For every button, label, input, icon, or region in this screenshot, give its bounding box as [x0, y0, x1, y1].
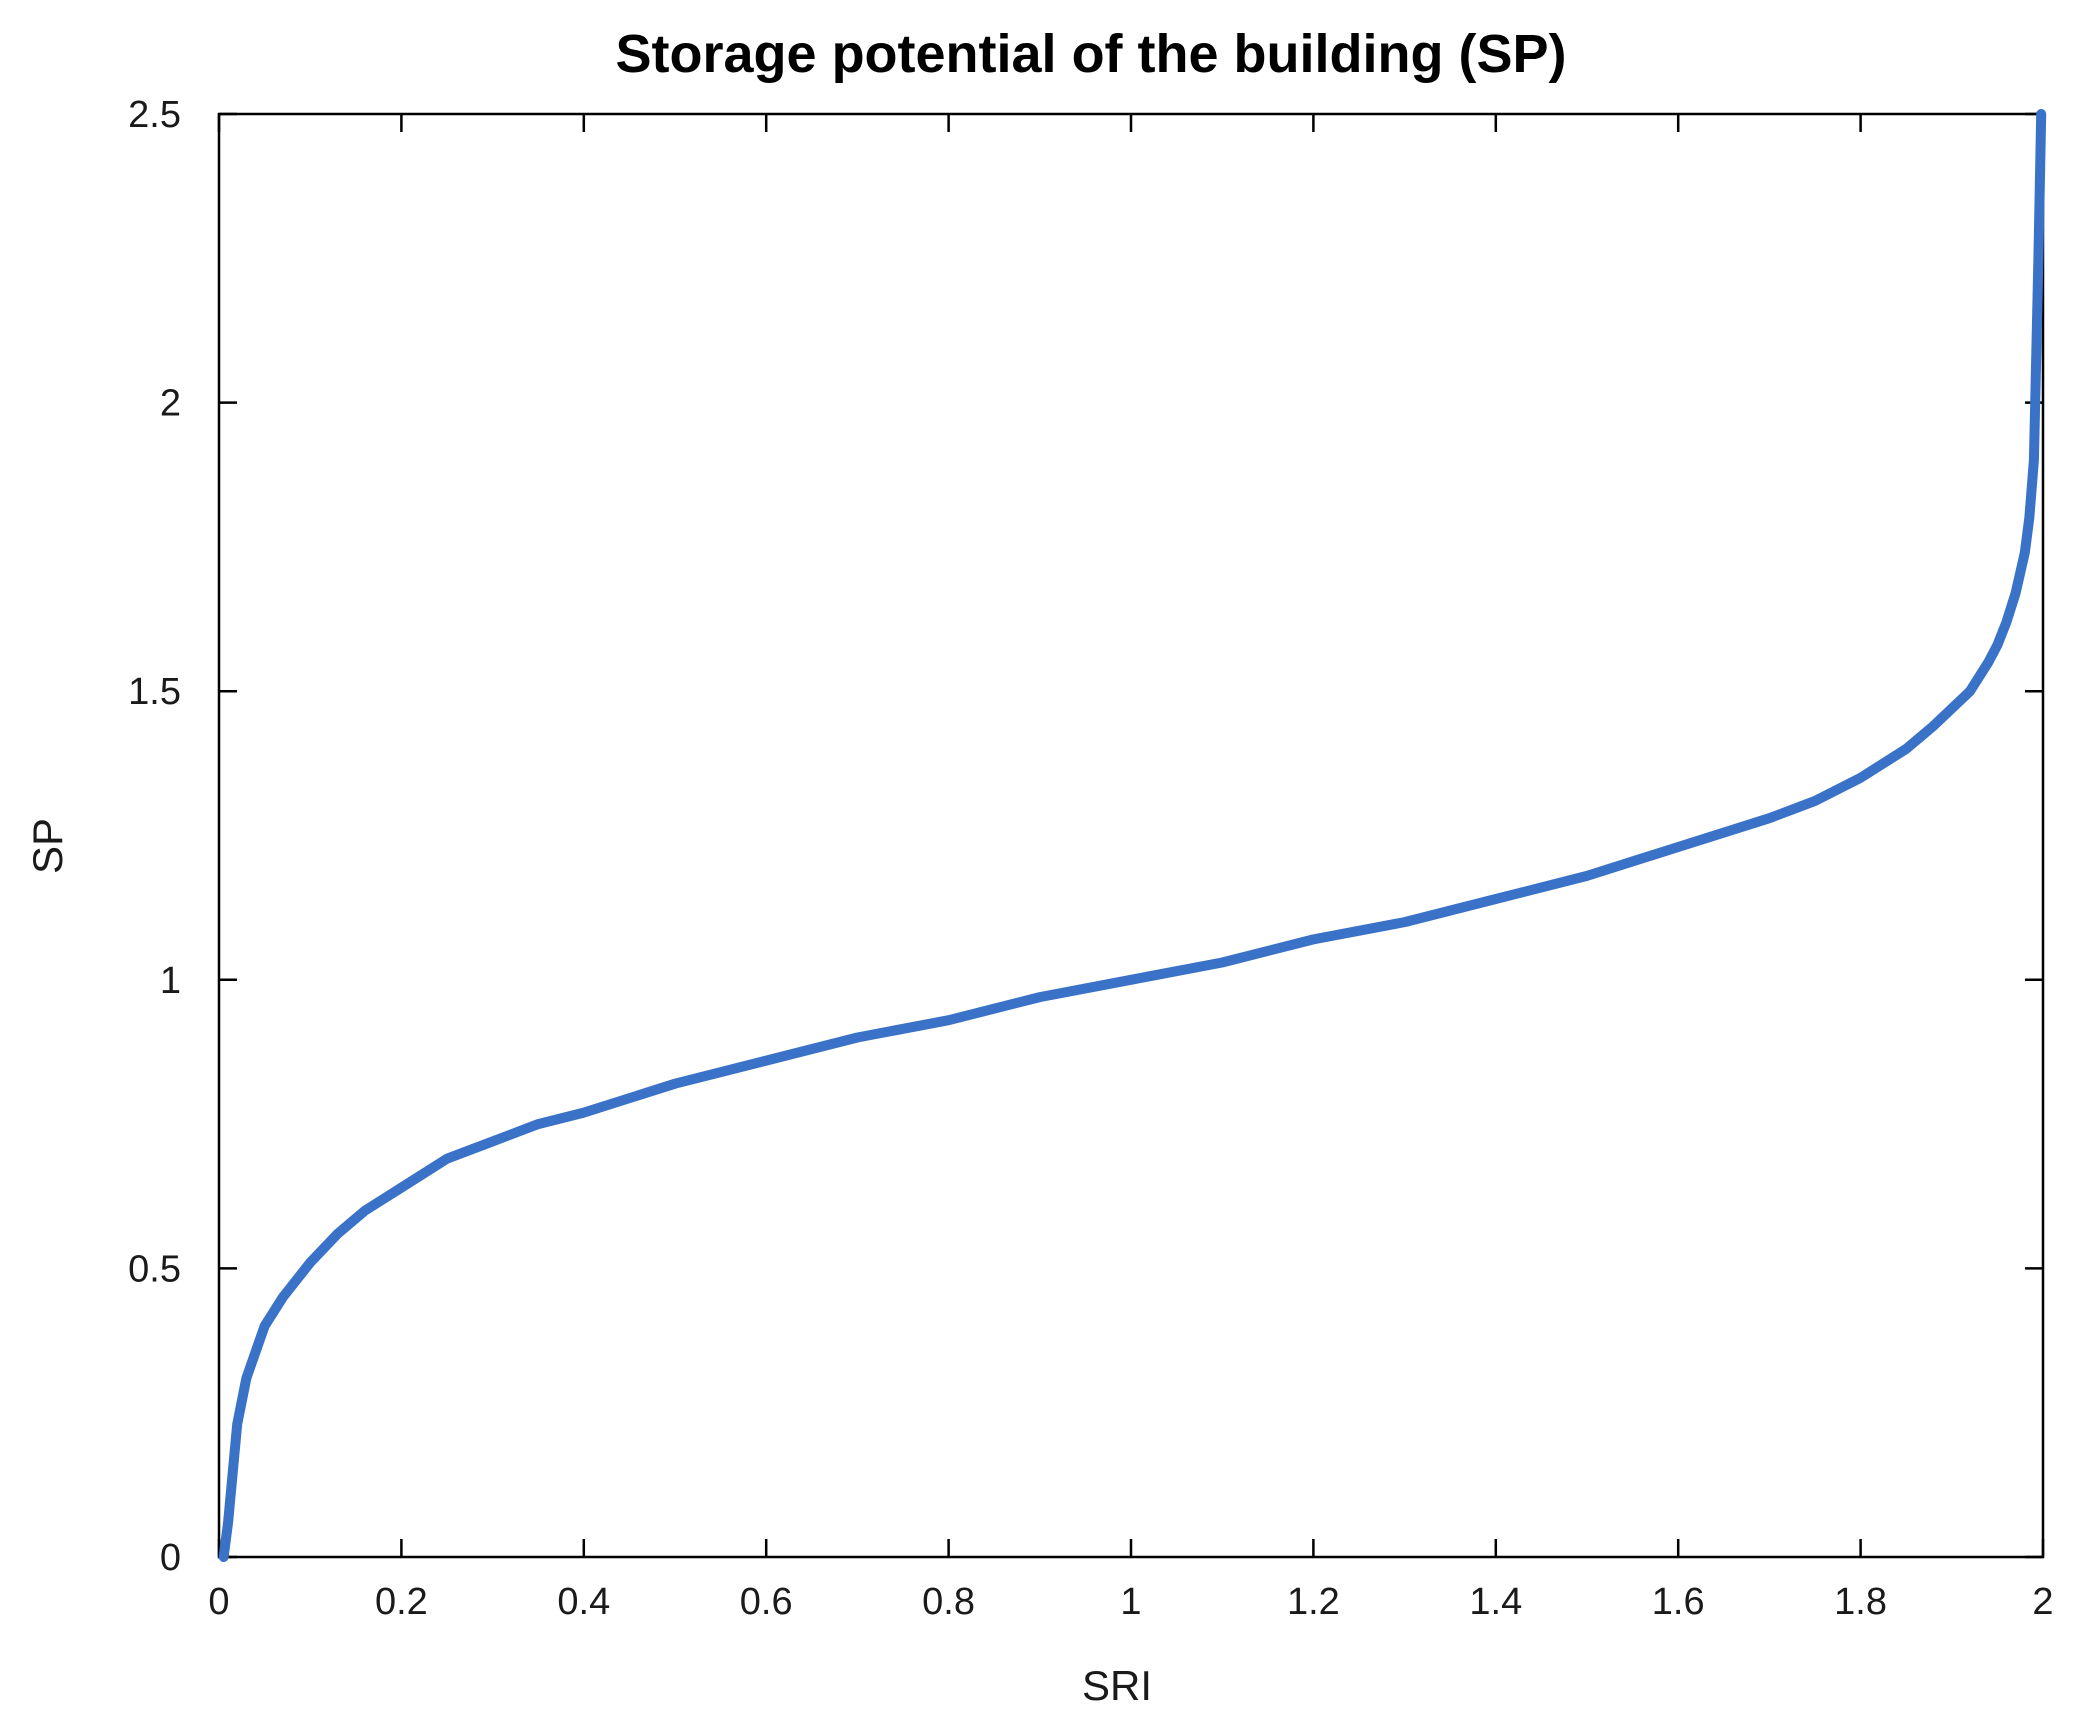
y-axis-label: SP: [24, 818, 71, 874]
y-tick-label: 0: [160, 1537, 181, 1579]
x-tick-label: 0: [208, 1581, 229, 1623]
x-tick-label: 1.4: [1469, 1581, 1522, 1623]
x-tick-label: 1.8: [1834, 1581, 1887, 1623]
x-tick-label: 1.2: [1287, 1581, 1340, 1623]
y-tick-label: 0.5: [128, 1248, 181, 1290]
x-tick-label: 1: [1120, 1581, 1141, 1623]
y-tick-label: 1: [160, 960, 181, 1002]
series-line: [218, 109, 2047, 1562]
x-tick-label: 0.6: [740, 1581, 793, 1623]
plot-frame: [217, 112, 2045, 1559]
x-axis-label: SRI: [1082, 1662, 1152, 1709]
x-tick-label: 0.4: [557, 1581, 610, 1623]
y-tick-label: 2: [160, 383, 181, 425]
x-tick-label: 1.6: [1652, 1581, 1705, 1623]
ticks-layer: 0 0.2 0.4 0.6 0.8 1 1.2 1.4 1.6 1.8 2 0 0.5 1 1.5 2 2.5: [128, 94, 2053, 1623]
y-tick-label: 2.5: [128, 94, 181, 136]
chart-title: Storage potential of the building (SP): [616, 24, 1567, 84]
x-tick-label: 2: [2032, 1581, 2053, 1623]
y-tick-label: 1.5: [128, 671, 181, 713]
x-tick-label: 0.8: [922, 1581, 975, 1623]
x-tick-label: 0.2: [375, 1581, 428, 1623]
